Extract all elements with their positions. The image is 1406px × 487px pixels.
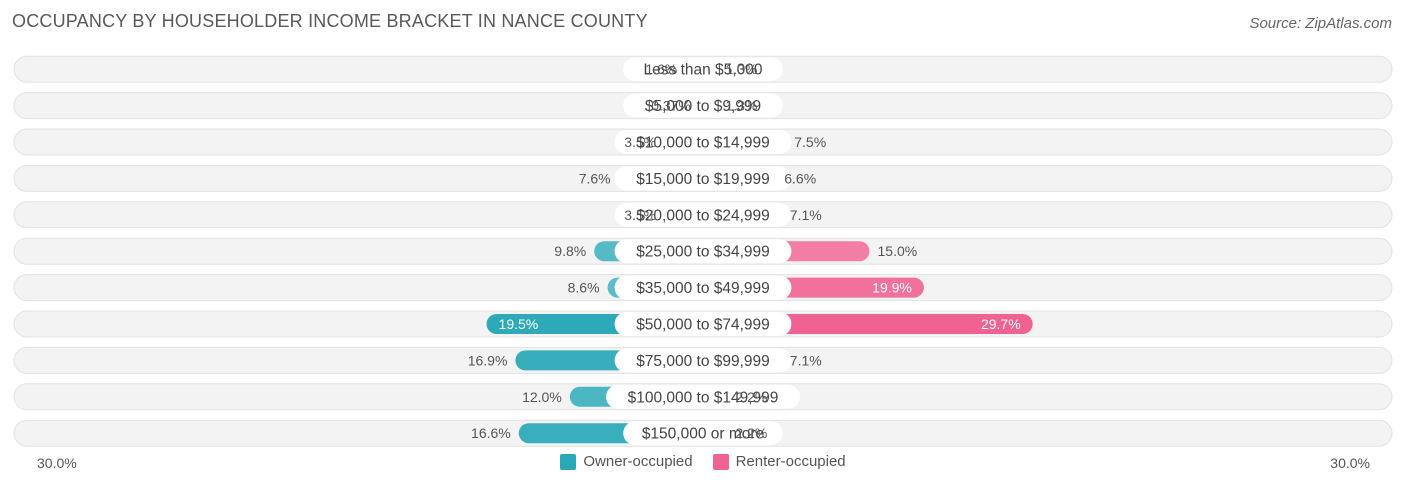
category-label: $35,000 to $49,999	[636, 280, 770, 297]
renter-value-label: 7.5%	[794, 134, 826, 150]
legend: Owner-occupied Renter-occupied	[0, 453, 1406, 470]
renter-value-label: 15.0%	[878, 243, 918, 259]
owner-value-label: 9.8%	[554, 243, 586, 259]
owner-value-label: 3.5%	[624, 134, 656, 150]
renter-value-label: 7.1%	[790, 352, 822, 368]
renter-value-label: 19.9%	[872, 280, 912, 296]
legend-owner-swatch	[560, 453, 577, 470]
legend-renter: Renter-occupied	[712, 453, 846, 470]
owner-value-label: 8.6%	[568, 280, 600, 296]
owner-value-label: 1.6%	[645, 61, 677, 77]
category-pill	[623, 421, 783, 446]
category-pill	[614, 202, 792, 227]
renter-value-label: 1.3%	[725, 61, 757, 77]
category-label: $15,000 to $19,999	[636, 171, 770, 188]
owner-value-label: 7.6%	[579, 170, 611, 186]
category-label: Less than $5,000	[644, 62, 763, 79]
renter-value-label: 6.6%	[784, 170, 816, 186]
category-pill	[623, 57, 783, 82]
axis-left-label: 30.0%	[37, 455, 77, 471]
source-label: Source: ZipAtlas.com	[1249, 15, 1392, 32]
category-label: $5,000 to $9,999	[645, 98, 761, 115]
category-pill	[606, 384, 800, 409]
chart-title: OCCUPANCY BY HOUSEHOLDER INCOME BRACKET …	[12, 11, 648, 31]
category-pill	[614, 275, 792, 300]
renter-value-label: 7.1%	[790, 207, 822, 223]
owner-value-label: 16.9%	[468, 352, 508, 368]
category-pill	[623, 93, 783, 118]
category-label: $25,000 to $34,999	[636, 244, 770, 261]
renter-value-label: 2.2%	[735, 425, 767, 441]
renter-value-label: 29.7%	[981, 316, 1021, 332]
renter-value-label: 1.3%	[725, 98, 757, 114]
legend-owner: Owner-occupied	[560, 453, 693, 470]
category-pill	[614, 130, 792, 154]
legend-renter-label: Renter-occupied	[735, 453, 846, 470]
category-label: $10,000 to $14,999	[636, 135, 770, 152]
category-label: $50,000 to $74,999	[636, 317, 770, 334]
category-label: $20,000 to $24,999	[636, 207, 770, 224]
legend-owner-label: Owner-occupied	[583, 453, 693, 470]
category-label: $100,000 to $149,999	[628, 389, 779, 406]
owner-value-label: 3.5%	[624, 207, 656, 223]
category-pill	[614, 166, 792, 191]
owner-value-label: 19.5%	[499, 316, 539, 332]
category-label: $75,000 to $99,999	[636, 353, 770, 370]
owner-value-label: 12.0%	[522, 389, 562, 405]
category-label: $150,000 or more	[642, 426, 764, 443]
category-pill	[614, 312, 792, 336]
owner-value-label: 0.37%	[651, 98, 691, 114]
category-pill	[614, 348, 792, 373]
axis-right-label: 30.0%	[1330, 455, 1370, 471]
legend-renter-swatch	[712, 453, 729, 470]
renter-value-label: 2.2%	[735, 389, 767, 405]
category-pill	[614, 239, 792, 264]
owner-value-label: 16.6%	[471, 425, 511, 441]
